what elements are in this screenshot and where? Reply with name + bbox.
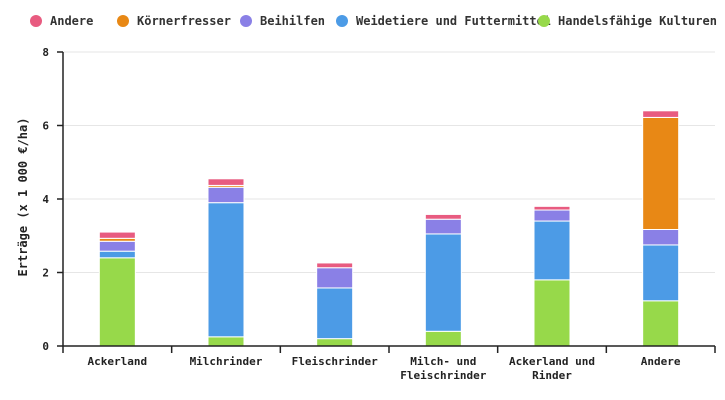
bar-segment[interactable] (642, 116, 680, 231)
x-tick-label: Milchrinder (190, 355, 263, 368)
bar-segment[interactable] (642, 110, 680, 118)
chart-legend: Andere Körnerfresser Beihilfen Weidetiere u… (30, 14, 720, 34)
bar-segment[interactable] (424, 213, 462, 220)
x-tick-label-line: Ackerland (88, 355, 148, 368)
bar-segment[interactable] (424, 233, 462, 332)
legend-item[interactable]: Beihilfen (240, 14, 325, 28)
x-tick-label: Ackerland (88, 355, 148, 368)
bar-segment[interactable] (207, 178, 245, 186)
bar-segment[interactable] (642, 244, 680, 302)
legend-label: Körnerfresser (137, 14, 231, 28)
bar-segment[interactable] (207, 336, 245, 347)
x-tick-label: Milch- und Fleischrinder (400, 355, 486, 382)
bar-segment[interactable] (316, 262, 354, 269)
legend-swatch (240, 15, 252, 27)
legend-item[interactable]: Andere (30, 14, 93, 28)
x-tick-label-line: Andere (641, 355, 681, 368)
bar-segment[interactable] (642, 229, 680, 246)
bar-segment[interactable] (316, 338, 354, 347)
x-tick-label: Andere (641, 355, 681, 368)
x-tick-label-line: Fleischrinder (292, 355, 378, 368)
x-tick-label-line: Ackerland und (509, 355, 595, 368)
legend-item[interactable]: Weidetiere und Futtermittel (336, 14, 551, 28)
x-tick-label: Fleischrinder (292, 355, 378, 368)
bar-segment[interactable] (316, 267, 354, 289)
bar-segment[interactable] (207, 202, 245, 338)
y-tick-label: 6 (42, 120, 49, 133)
bar-segment[interactable] (207, 186, 245, 204)
legend-swatch (30, 15, 42, 27)
legend-label: Handelsfähige Kulturen (558, 14, 717, 28)
bar-segment[interactable] (98, 240, 136, 252)
bar-segment[interactable] (424, 218, 462, 235)
bar-segment[interactable] (98, 257, 136, 347)
legend-label: Andere (50, 14, 94, 28)
y-tick-label: 4 (42, 193, 49, 206)
bar-segment[interactable] (98, 250, 136, 259)
y-tick-label: 0 (42, 340, 49, 353)
bar-segment[interactable] (533, 220, 571, 281)
bar-segment[interactable] (98, 231, 136, 239)
bar-segment[interactable] (533, 279, 571, 347)
legend-item[interactable]: Körnerfresser (117, 14, 231, 28)
legend-swatch (336, 15, 348, 27)
legend-label: Beihilfen (260, 14, 326, 28)
legend-item[interactable]: Handelsfähige Kulturen (538, 14, 717, 28)
x-tick-label-line: Fleischrinder (400, 369, 486, 382)
x-tick-label: Ackerland und Rinder (509, 355, 595, 382)
y-axis-title: Erträge (x 1 000 €/ha) (16, 118, 30, 277)
legend-label: Weidetiere und Futtermittel (356, 14, 552, 28)
legend-swatch (117, 15, 129, 27)
x-tick-label-line: Milch- und (410, 355, 476, 368)
bar-segment[interactable] (316, 287, 354, 340)
bar-segment[interactable] (533, 209, 571, 222)
bar-segment[interactable] (642, 300, 680, 347)
x-tick-label-line: Milchrinder (190, 355, 263, 368)
x-tick-label-line: Rinder (532, 369, 572, 382)
y-tick-label: 8 (42, 46, 49, 59)
legend-swatch (538, 15, 550, 27)
y-tick-label: 2 (42, 267, 49, 280)
bar-segment[interactable] (424, 330, 462, 347)
bar-segment[interactable] (533, 205, 571, 211)
